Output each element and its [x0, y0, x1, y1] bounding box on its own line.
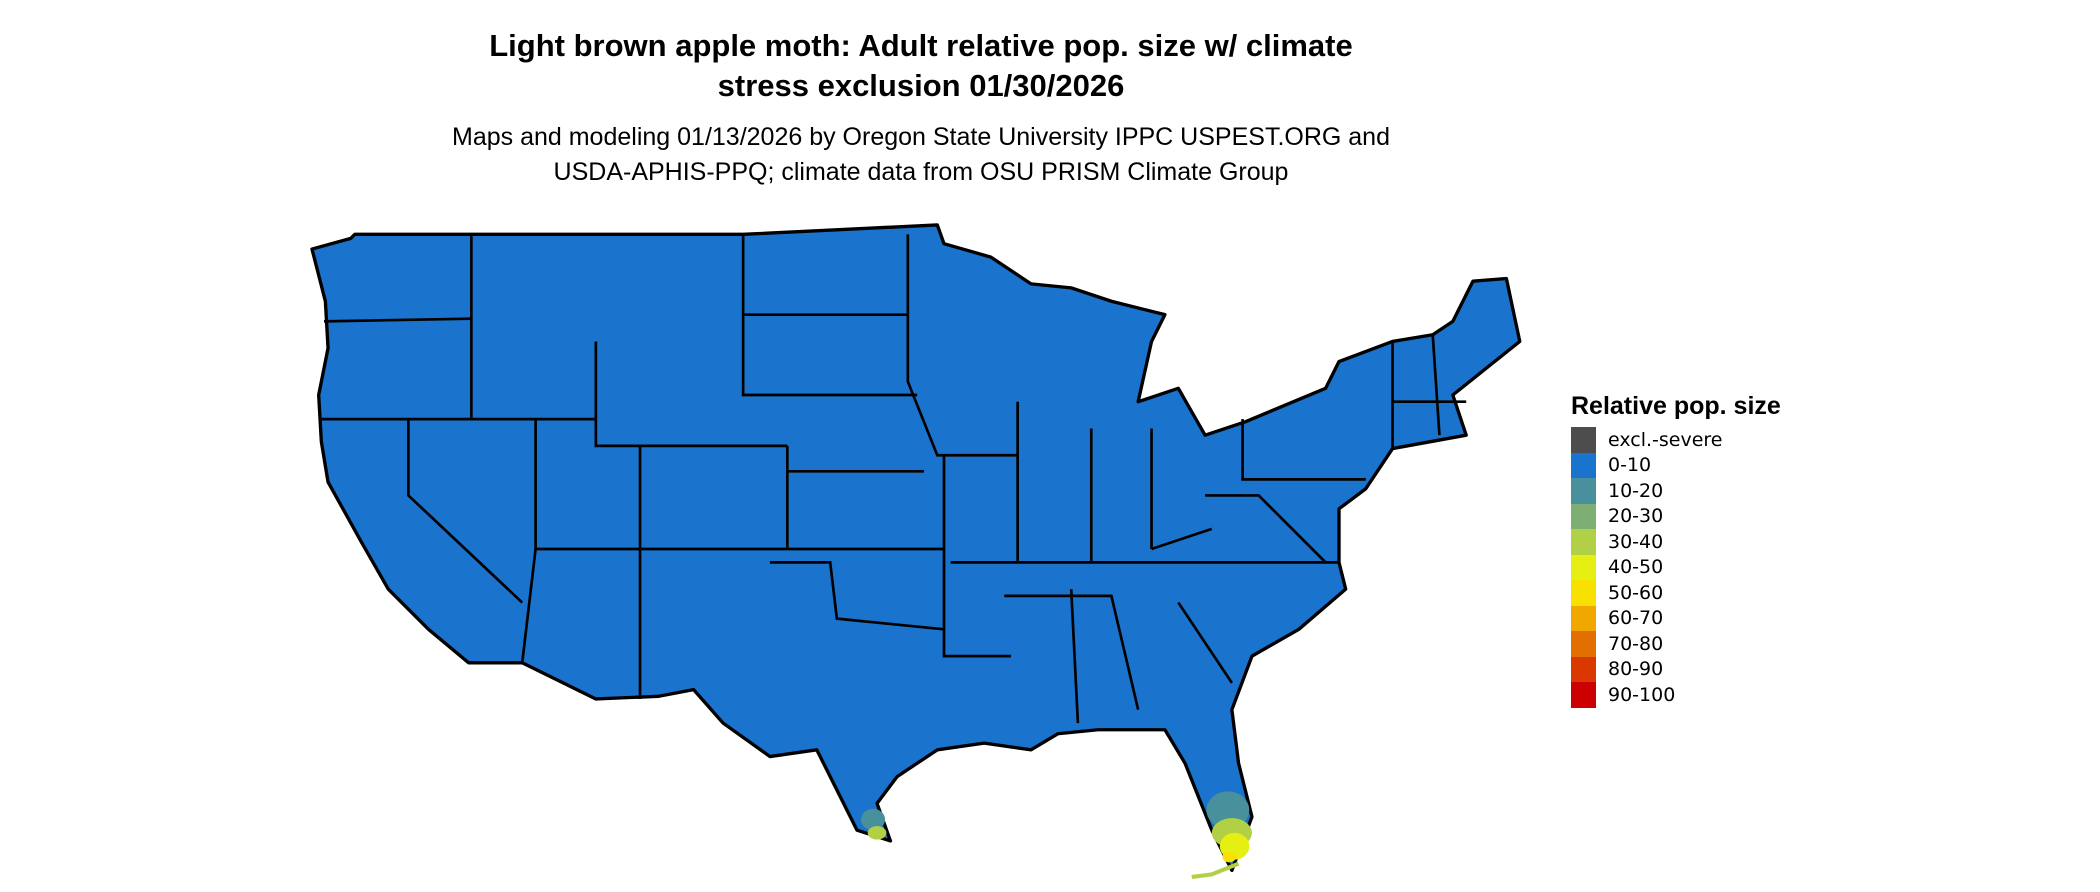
- map-subtitle-line-1: Maps and modeling 01/13/2026 by Oregon S…: [452, 123, 1390, 151]
- legend-label: 60-70: [1608, 607, 1664, 630]
- legend-label: 10-20: [1608, 479, 1664, 502]
- legend-item: 0-10: [1571, 452, 1781, 478]
- florida-hotspot: [1191, 791, 1252, 880]
- legend-swatch: [1571, 580, 1596, 606]
- legend-swatch: [1571, 656, 1596, 682]
- legend-label: 80-90: [1608, 658, 1664, 681]
- texas-hotspot: [860, 808, 887, 840]
- legend-item: 90-100: [1571, 682, 1781, 708]
- legend-item: 40-50: [1571, 554, 1781, 580]
- legend-swatch: [1571, 503, 1596, 529]
- legend-swatch: [1571, 554, 1596, 580]
- legend-item: 10-20: [1571, 478, 1781, 504]
- legend-label: 20-30: [1608, 505, 1664, 528]
- legend-label: 30-40: [1608, 530, 1664, 553]
- map-title-line-2: stress exclusion 01/30/2026: [717, 68, 1125, 103]
- legend-item: 20-30: [1571, 503, 1781, 529]
- legend-item: 70-80: [1571, 631, 1781, 657]
- legend-item: 50-60: [1571, 580, 1781, 606]
- legend-label: 70-80: [1608, 632, 1664, 655]
- state-borders: [321, 234, 1467, 724]
- legend-swatch: [1571, 682, 1596, 708]
- legend-swatch: [1571, 427, 1596, 453]
- legend: Relative pop. size excl.-severe 0-10 10-20…: [1571, 392, 1781, 708]
- legend-item: 80-90: [1571, 656, 1781, 682]
- legend-item: excl.-severe: [1571, 427, 1781, 453]
- map-title-line-1: Light brown apple moth: Adult relative p…: [489, 28, 1353, 63]
- legend-swatch: [1571, 529, 1596, 555]
- legend-label: excl.-severe: [1608, 428, 1723, 451]
- legend-swatch: [1571, 452, 1596, 478]
- legend-label: 0-10: [1608, 454, 1652, 477]
- legend-item: 60-70: [1571, 605, 1781, 631]
- legend-label: 50-60: [1608, 581, 1664, 604]
- legend-title: Relative pop. size: [1571, 392, 1781, 420]
- map-subtitle-line-2: USDA-APHIS-PPQ; climate data from OSU PR…: [553, 158, 1289, 186]
- legend-swatch: [1571, 478, 1596, 504]
- legend-label: 90-100: [1608, 683, 1676, 706]
- legend-item: 30-40: [1571, 529, 1781, 555]
- legend-swatch: [1571, 605, 1596, 631]
- legend-label: 40-50: [1608, 556, 1664, 579]
- legend-swatch: [1571, 631, 1596, 657]
